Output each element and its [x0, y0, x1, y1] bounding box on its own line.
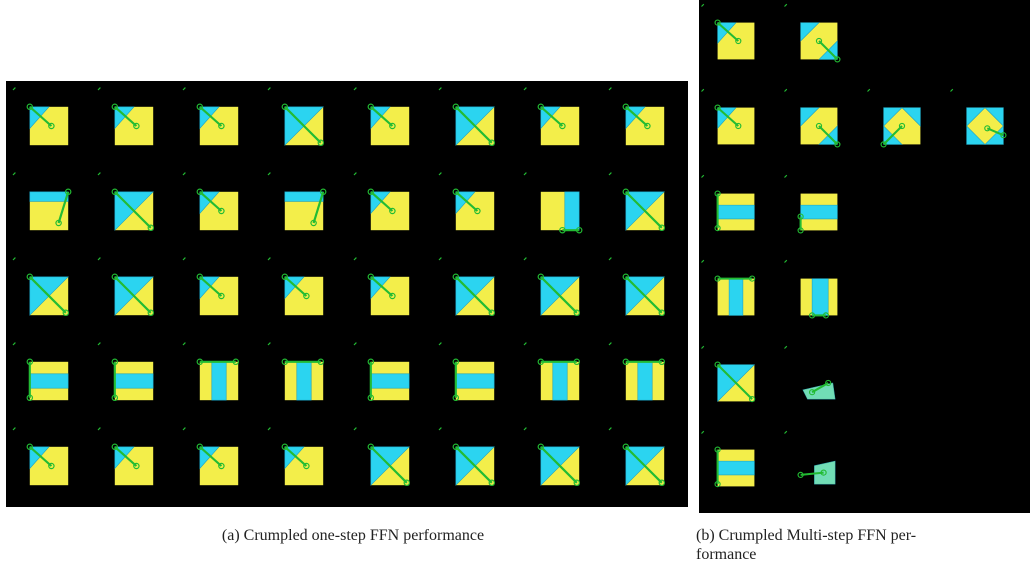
cloth-a-r4-c4 [267, 342, 328, 405]
caption-b-line2: formance [696, 546, 757, 563]
cloth-b-r1-c1 [701, 3, 759, 64]
cloth-b-r2-c1 [701, 89, 759, 149]
cloth-a-r5-c2 [97, 427, 158, 490]
cloth-b-r5-c1 [701, 345, 759, 406]
cloth-a-r4-c1 [12, 342, 73, 405]
cloth-a-r3-c1 [12, 257, 73, 320]
cloth-a-r5-c1 [12, 427, 73, 490]
cloth-a-r4-c3 [182, 342, 243, 405]
caption-b: (b) Crumpled Multi-step FFN per- formanc… [696, 526, 1030, 564]
cloth-a-r2-c8 [608, 171, 669, 235]
panel-a-grid [6, 81, 688, 507]
cloth-b-r3-c2 [784, 174, 842, 235]
cloth-a-r1-c2 [97, 86, 158, 150]
cloth-b-r2-c3 [866, 89, 925, 149]
cloth-a-r2-c1 [12, 171, 73, 235]
cloth-a-r1-c1 [12, 86, 73, 150]
cloth-a-r2-c2 [97, 171, 158, 235]
cloth-a-r3-c8 [608, 257, 669, 320]
cloth-a-r1-c5 [353, 86, 414, 150]
cloth-a-r4-c6 [438, 342, 499, 405]
cloth-b-r2-c2 [784, 89, 842, 149]
cloth-b-r5-c2 [784, 345, 842, 406]
cloth-a-r5-c4 [267, 427, 328, 490]
cloth-a-r3-c6 [438, 257, 499, 320]
cloth-b-r6-c1 [701, 431, 759, 491]
cloth-a-r2-c7 [523, 171, 584, 235]
cloth-a-r1-c6 [438, 86, 499, 150]
cloth-a-r3-c5 [353, 257, 414, 320]
cloth-a-r3-c3 [182, 257, 243, 320]
cloth-a-r1-c7 [523, 86, 584, 150]
cloth-b-r2-c4 [949, 89, 1008, 149]
cloth-a-r5-c5 [353, 427, 414, 490]
cloth-a-r2-c4 [267, 171, 328, 235]
cloth-a-r5-c3 [182, 427, 243, 490]
cloth-a-r4-c2 [97, 342, 158, 405]
cloth-a-r2-c3 [182, 171, 243, 235]
cloth-a-r3-c2 [97, 257, 158, 320]
cloth-a-r1-c3 [182, 86, 243, 150]
cloth-a-r5-c8 [608, 427, 669, 490]
cloth-a-r4-c7 [523, 342, 584, 405]
caption-b-line1: (b) Crumpled Multi-step FFN per- [696, 527, 917, 544]
cloth-b-r1-c2 [784, 3, 842, 64]
cloth-a-r5-c6 [438, 427, 499, 490]
cloth-b-r4-c1 [701, 260, 759, 320]
cloth-b-r4-c2 [784, 260, 842, 320]
cloth-a-r1-c4 [267, 86, 328, 150]
panel-b-grid [699, 0, 1030, 513]
cloth-a-r4-c8 [608, 342, 669, 405]
cloth-a-r2-c6 [438, 171, 499, 235]
cloth-a-r2-c5 [353, 171, 414, 235]
cloth-a-r3-c4 [267, 257, 328, 320]
caption-a: (a) Crumpled one-step FFN performance [221, 527, 485, 544]
cloth-a-r4-c5 [353, 342, 414, 405]
cloth-a-r3-c7 [523, 257, 584, 320]
cloth-a-r1-c8 [608, 86, 669, 150]
cloth-b-r3-c1 [701, 174, 759, 235]
cloth-a-r5-c7 [523, 427, 584, 490]
cloth-b-r6-c2 [784, 431, 842, 491]
